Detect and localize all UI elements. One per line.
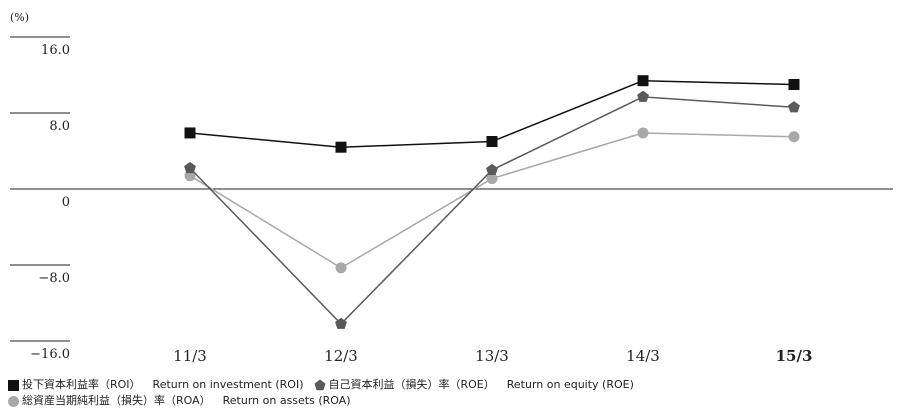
legend-label-roi: 投下資本利益率（ROI） (22, 378, 141, 391)
data-point-pentagon (335, 317, 347, 329)
y-tick-label: 0 (62, 195, 70, 210)
x-tick-label: 12/3 (324, 347, 358, 365)
legend-label-roi-en: Return on investment (ROI) (152, 378, 304, 391)
unit-label: (%) (10, 11, 29, 24)
data-point-square (184, 127, 196, 139)
data-point-circle (637, 127, 649, 139)
circle-marker-icon (8, 395, 19, 407)
series-line-pentagon (189, 96, 795, 325)
legend: 投下資本利益率（ROI） Return on investment (ROI) … (8, 377, 644, 409)
legend-row-2: 総資産当期純利益（損失）率（ROA） Return on assets (ROA… (8, 393, 644, 409)
y-tick-label: 16.0 (41, 43, 70, 58)
line-chart: (%) 16.0 8.0 0 −8.0 −16.0 11/3 12/3 13/3 14/3 15/… (10, 11, 893, 365)
y-tick-label: −16.0 (30, 347, 70, 362)
series-line-circle (189, 132, 795, 269)
data-point-square (335, 141, 347, 153)
pentagon-marker-icon (314, 379, 325, 391)
data-point-square (486, 136, 498, 147)
data-point-pentagon (184, 161, 196, 174)
data-point-square (637, 75, 649, 87)
legend-item-roi: 投下資本利益率（ROI） Return on investment (ROI) (8, 377, 304, 393)
data-point-square (788, 79, 800, 90)
y-tick-label: 8.0 (49, 119, 70, 134)
legend-label-roe: 自己資本利益（損失）率（ROE） (328, 378, 495, 391)
data-point-circle (335, 262, 347, 274)
data-point-pentagon (486, 163, 498, 176)
x-tick-label: 11/3 (173, 347, 207, 365)
legend-label-roe-en: Return on equity (ROE) (506, 378, 634, 391)
legend-row-1: 投下資本利益率（ROI） Return on investment (ROI) … (8, 377, 644, 393)
x-tick-label: 13/3 (475, 347, 509, 365)
legend-label-roa: 総資産当期純利益（損失）率（ROA） (22, 394, 211, 407)
x-tick-label: 14/3 (626, 347, 660, 365)
data-point-pentagon (788, 101, 800, 113)
y-tick-label: −8.0 (38, 271, 70, 286)
legend-item-roa: 総資産当期純利益（損失）率（ROA） Return on assets (ROA… (8, 393, 351, 409)
legend-item-roe: 自己資本利益（損失）率（ROE） Return on equity (ROE) (314, 377, 634, 393)
data-point-circle (788, 131, 800, 143)
square-marker-icon (8, 379, 19, 391)
data-point-pentagon (637, 90, 649, 102)
legend-label-roa-en: Return on assets (ROA) (222, 394, 351, 407)
x-tick-label: 15/3 (776, 347, 813, 365)
data-point-circle (486, 173, 498, 185)
